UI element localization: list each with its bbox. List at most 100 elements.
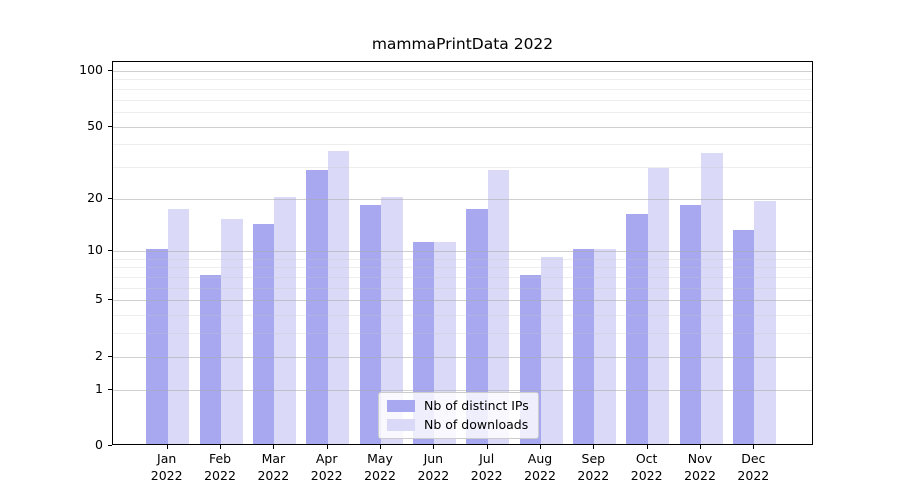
x-tick-label: Mar 2022 [238, 451, 308, 484]
gridline-minor [113, 315, 812, 317]
bar-distinct-ips-nov [679, 204, 701, 444]
legend-label-downloads: Nb of downloads [424, 417, 529, 432]
x-tick-year: 2022 [364, 467, 396, 483]
legend-label-distinct-ips: Nb of distinct IPs [424, 398, 529, 413]
x-tick-year: 2022 [684, 467, 716, 483]
x-tick-year: 2022 [737, 467, 770, 483]
legend-swatch-distinct-ips [387, 399, 415, 412]
gridline-minor [113, 333, 812, 335]
gridline-major [113, 126, 812, 128]
bar-downloads-feb [221, 218, 243, 444]
y-tick-label: 10 [87, 242, 103, 258]
x-tick-label: Jun 2022 [398, 451, 468, 484]
bar-downloads-jan [167, 209, 190, 444]
gridline-major [113, 356, 812, 358]
gridline-minor [113, 144, 812, 146]
x-tick-month: Nov [687, 451, 713, 466]
bar-downloads-oct [647, 167, 670, 444]
legend-swatch-downloads [387, 418, 415, 431]
x-tick-label: Apr 2022 [292, 451, 362, 484]
gridline-major [113, 300, 812, 302]
x-tick-mark [646, 445, 648, 449]
x-tick-mark [326, 445, 328, 449]
bar-distinct-ips-jul [466, 209, 488, 444]
x-tick-label: Oct 2022 [612, 451, 682, 484]
chart-title: mammaPrintData 2022 [371, 35, 554, 53]
x-tick-month: Jul [479, 451, 495, 466]
x-tick-month: Feb [208, 451, 232, 466]
y-tick-label: 0 [95, 437, 103, 452]
gridline-minor [113, 166, 812, 168]
x-tick-month: Dec [741, 451, 766, 466]
x-tick-label: Aug 2022 [505, 451, 575, 484]
x-tick-label: Jul 2022 [452, 451, 522, 484]
x-tick-month: Apr [315, 451, 338, 466]
x-tick-month: Oct [635, 451, 658, 466]
x-tick-month: Aug [527, 451, 553, 466]
y-tick-mark [108, 70, 112, 71]
gridline-major [113, 389, 812, 391]
x-tick-year: 2022 [310, 467, 343, 483]
x-tick-mark [486, 445, 488, 449]
x-tick-month: Jan [157, 451, 177, 466]
gridline-major [113, 198, 812, 200]
x-tick-mark [540, 445, 541, 449]
y-tick-label: 5 [95, 291, 103, 307]
x-tick-year: 2022 [417, 467, 450, 483]
gridline-major [113, 251, 812, 253]
bar-downloads-apr [327, 150, 350, 444]
gridline-major [113, 71, 812, 72]
legend-item-downloads: Nb of downloads [387, 417, 529, 432]
gridline-minor [113, 267, 812, 269]
x-tick-mark [166, 445, 168, 449]
x-tick-year: 2022 [630, 467, 663, 483]
bar-downloads-nov [701, 152, 723, 444]
bar-distinct-ips-dec [732, 229, 755, 444]
x-tick-mark [433, 445, 435, 449]
y-tick-mark [108, 445, 112, 446]
x-tick-year: 2022 [257, 467, 290, 483]
x-tick-label: Dec 2022 [718, 451, 788, 484]
bar-distinct-ips-oct [626, 213, 648, 444]
y-tick-label: 20 [87, 189, 103, 205]
y-tick-label: 100 [79, 62, 103, 77]
gridline-minor [113, 287, 812, 289]
bar-downloads-aug [541, 256, 563, 444]
x-tick-year: 2022 [204, 467, 236, 483]
bar-distinct-ips-may [359, 204, 382, 444]
x-tick-month: Sep [581, 451, 606, 466]
legend-item-distinct-ips: Nb of distinct IPs [387, 398, 529, 413]
x-tick-month: May [367, 451, 393, 466]
x-tick-label: Nov 2022 [665, 451, 735, 484]
x-tick-year: 2022 [524, 467, 556, 483]
x-tick-year: 2022 [150, 467, 183, 483]
y-tick-mark [108, 250, 112, 252]
bar-distinct-ips-mar [252, 223, 275, 444]
x-tick-label: Feb 2022 [185, 451, 255, 484]
y-tick-mark [108, 299, 112, 301]
bar-downloads-mar [274, 196, 296, 444]
y-tick-mark [108, 388, 112, 390]
gridline-minor [113, 79, 812, 81]
bar-distinct-ips-apr [306, 170, 328, 444]
x-tick-mark [273, 445, 275, 449]
y-tick-label: 1 [95, 380, 103, 396]
gridline-minor [113, 99, 812, 101]
plot-area [112, 61, 813, 445]
x-tick-label: May 2022 [345, 451, 415, 484]
x-tick-mark [380, 445, 382, 449]
bar-distinct-ips-jan [146, 249, 168, 444]
x-tick-year: 2022 [470, 467, 503, 483]
x-tick-label: Sep 2022 [558, 451, 628, 484]
x-tick-month: Mar [261, 451, 286, 466]
x-tick-mark [700, 445, 701, 449]
bar-downloads-dec [754, 200, 776, 444]
legend: Nb of distinct IPs Nb of downloads [378, 392, 539, 439]
bar-distinct-ips-sep [572, 249, 595, 444]
gridline-minor [113, 258, 812, 260]
y-tick-mark [108, 355, 112, 357]
x-tick-month: Jun [423, 451, 444, 466]
x-tick-mark [593, 445, 595, 449]
y-tick-mark [108, 125, 112, 127]
